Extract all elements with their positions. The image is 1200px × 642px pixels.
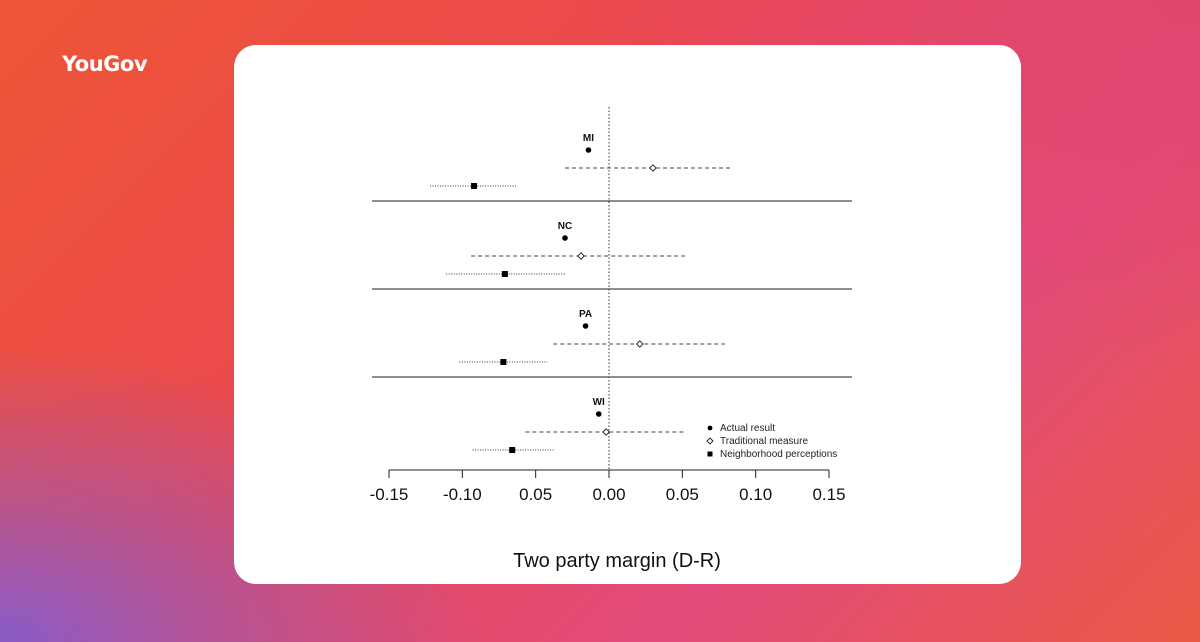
legend-marker-neighborhood [707,451,713,457]
legend-label: Actual result [720,423,775,434]
state-label-nc: NC [558,221,572,232]
legend-label: Traditional measure [720,436,808,447]
x-axis-title: Two party margin (D-R) [513,550,721,572]
actual-result-point [562,235,568,241]
x-tick-label: 0.15 [812,485,845,504]
yougov-logo: YouGov [62,52,148,76]
x-tick-label: 0.10 [739,485,772,504]
traditional-measure-point [635,340,644,348]
state-label-pa: PA [579,309,592,320]
x-tick-label: -0.10 [443,485,482,504]
x-tick-label: -0.15 [370,485,409,504]
actual-result-point [585,147,592,153]
actual-result-point [582,323,589,329]
legend-label: Neighborhood perceptions [720,449,837,460]
actual-result-point [595,411,602,417]
legend-marker-traditional [706,437,714,445]
traditional-measure-point [602,428,610,436]
x-tick-label: 0.00 [592,485,625,504]
chart-card: MI NC PA WI -0.15 -0.10 0.05 0.00 0.05 0.10 0.15 Tw… [234,45,1021,584]
neighborhood-perceptions-point [501,271,508,277]
neighborhood-perceptions-point [509,447,516,453]
traditional-measure-point [577,252,585,260]
state-label-mi: MI [583,133,594,144]
x-tick-label: 0.05 [519,485,552,504]
neighborhood-perceptions-point [471,183,478,189]
traditional-measure-point [649,164,657,172]
x-tick-label: 0.05 [666,485,699,504]
dot-whisker-chart: MI NC PA WI -0.15 -0.10 0.05 0.00 0.05 0.10 0.15 Tw… [370,107,852,572]
neighborhood-perceptions-point [500,359,507,365]
state-label-wi: WI [593,397,605,408]
legend-marker-actual [707,425,713,431]
